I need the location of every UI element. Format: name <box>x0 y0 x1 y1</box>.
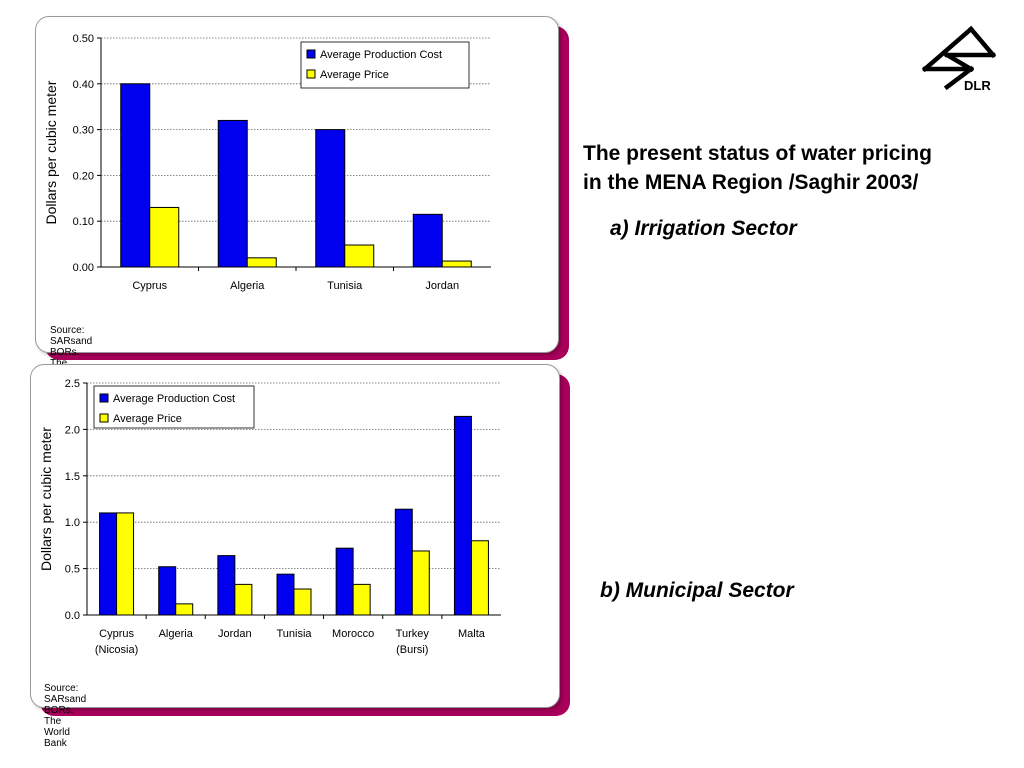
legend-label: Average Price <box>113 413 182 425</box>
legend-swatch <box>99 393 109 403</box>
x-tick-label: Jordan <box>425 280 459 292</box>
y-tick-label: 2.5 <box>65 378 80 390</box>
bar-price <box>116 512 135 616</box>
x-tick-label: Turkey <box>396 628 430 640</box>
bar-production-cost <box>120 83 151 268</box>
logo-stroke <box>921 25 975 73</box>
x-tick-label: Tunisia <box>276 628 312 640</box>
y-tick-label: 1.5 <box>65 471 80 483</box>
y-tick-label: 0.00 <box>73 262 94 274</box>
legend-label: Average Production Cost <box>320 49 442 61</box>
subtitle-irrigation: a) Irrigation Sector <box>610 217 797 240</box>
y-tick-label: 0.40 <box>73 79 94 91</box>
x-tick-label: (Nicosia) <box>95 644 138 656</box>
logo-stroke <box>943 51 975 73</box>
legend-box <box>93 385 255 429</box>
bar-price <box>470 540 489 616</box>
legend-box <box>300 41 470 89</box>
logo-stroke <box>967 25 997 59</box>
x-tick-label: Cyprus <box>99 628 134 640</box>
y-tick-label: 0.5 <box>65 564 80 576</box>
legend-label: Average Price <box>320 69 389 81</box>
bar-production-cost <box>412 213 443 268</box>
bar-production-cost <box>217 119 248 268</box>
bar-price <box>246 257 277 268</box>
legend-swatch <box>306 69 316 79</box>
bar-production-cost <box>394 508 413 616</box>
bar-production-cost <box>315 129 346 268</box>
bar-price <box>234 583 253 616</box>
bar-production-cost <box>217 555 236 616</box>
x-tick-label: Morocco <box>332 628 374 640</box>
x-tick-label: (Bursi) <box>396 644 428 656</box>
bar-price <box>344 244 375 268</box>
y-tick-label: 1.0 <box>65 517 80 529</box>
legend-swatch <box>99 413 109 423</box>
page-title-line2: in the MENA Region /Saghir 2003/ <box>583 171 919 194</box>
bar-production-cost <box>453 415 472 616</box>
x-tick-label: Jordan <box>218 628 252 640</box>
y-axis-label: Dollars per cubic meter <box>38 427 54 571</box>
bar-production-cost <box>99 512 118 616</box>
bar-price <box>441 260 472 268</box>
y-tick-label: 0.20 <box>73 170 94 182</box>
bar-production-cost <box>335 547 354 616</box>
y-tick-label: 2.0 <box>65 424 80 436</box>
x-tick-label: Malta <box>458 628 486 640</box>
bar-price <box>175 603 194 616</box>
dlr-logo: DLR <box>921 25 997 93</box>
bar-production-cost <box>158 566 177 616</box>
x-tick-label: Cyprus <box>132 280 167 292</box>
logo-stroke <box>943 65 975 91</box>
bar-price <box>352 583 371 616</box>
y-tick-label: 0.10 <box>73 216 94 228</box>
y-tick-label: 0.50 <box>73 33 94 45</box>
x-tick-label: Algeria <box>230 280 265 292</box>
x-tick-label: Tunisia <box>327 280 363 292</box>
bar-price <box>149 206 180 268</box>
legend-label: Average Production Cost <box>113 393 235 405</box>
page-title: The present status of water pricing in t… <box>583 139 1023 197</box>
logo-text: DLR <box>964 78 991 93</box>
bar-price <box>411 550 430 616</box>
x-tick-label: Algeria <box>159 628 194 640</box>
y-tick-label: 0.0 <box>65 610 80 622</box>
bar-production-cost <box>276 573 295 616</box>
legend-swatch <box>306 49 316 59</box>
y-axis-label: Dollars per cubic meter <box>43 80 59 224</box>
chart-source: Source: SARsand BORs. The World Bank <box>44 683 87 749</box>
page-title-line1: The present status of water pricing <box>583 142 932 165</box>
bar-price <box>293 588 312 616</box>
subtitle-municipal: b) Municipal Sector <box>600 579 794 602</box>
y-tick-label: 0.30 <box>73 125 94 137</box>
